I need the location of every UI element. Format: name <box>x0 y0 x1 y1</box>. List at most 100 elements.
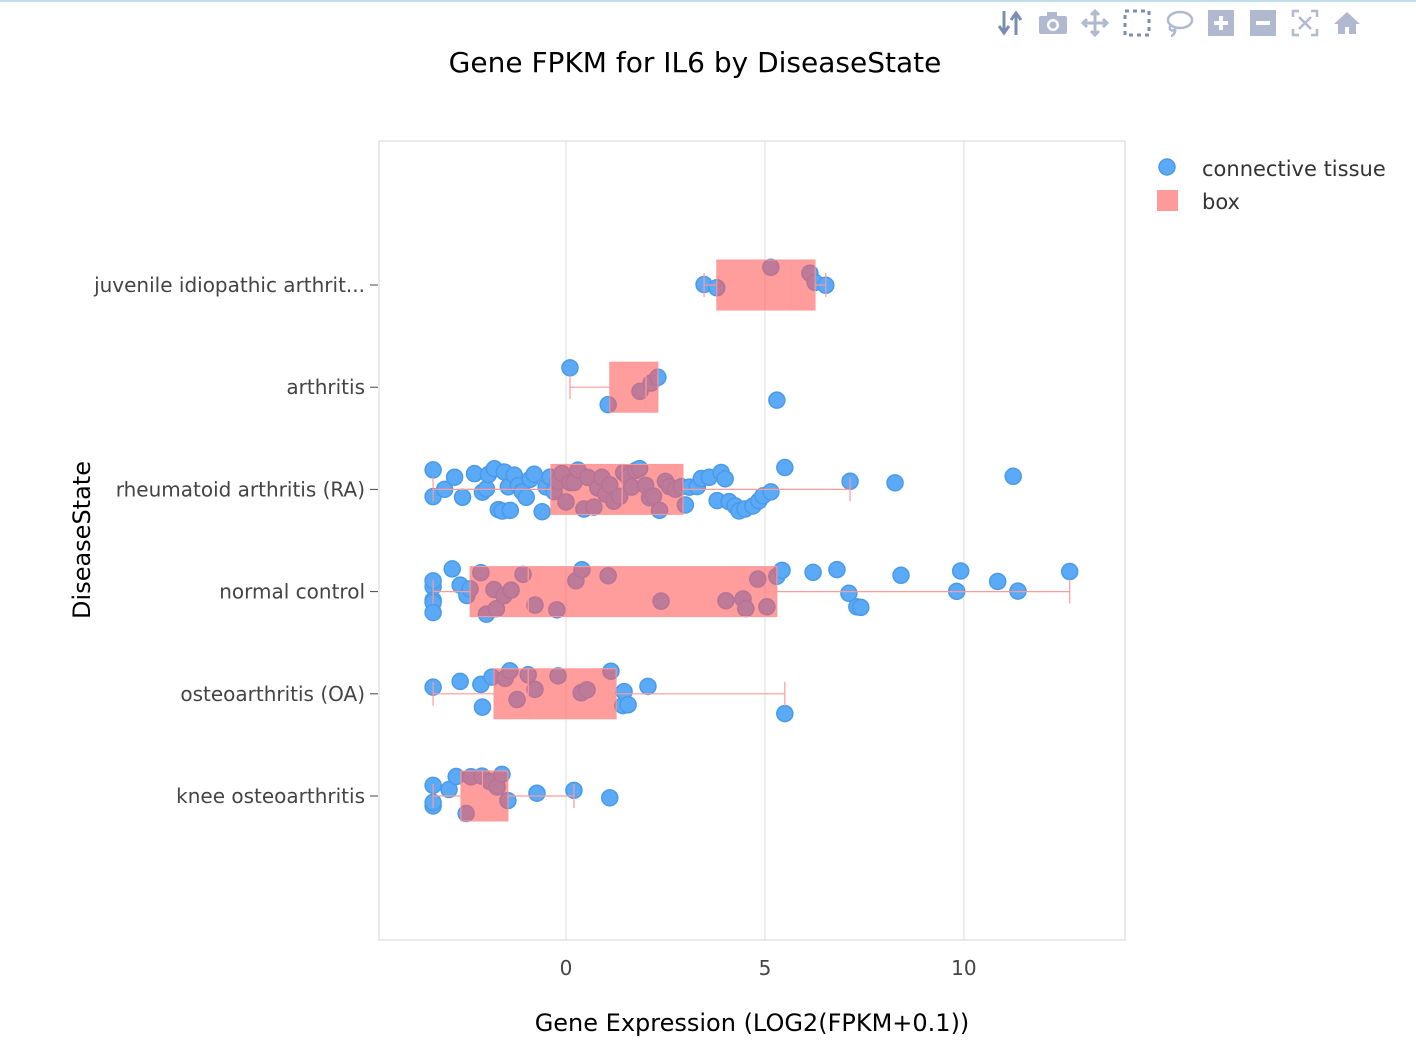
data-point <box>521 470 539 489</box>
data-point <box>528 784 546 802</box>
y-tick-label: normal control <box>219 580 365 604</box>
camera-icon <box>1039 12 1067 34</box>
data-point <box>642 374 660 392</box>
data-point <box>453 488 472 507</box>
data-point <box>720 492 738 511</box>
data-point <box>610 487 629 506</box>
data-point <box>578 681 596 699</box>
data-point <box>485 580 503 599</box>
data-point <box>841 472 859 491</box>
data-point <box>424 776 442 795</box>
box-select-button[interactable] <box>1116 6 1158 40</box>
data-point <box>762 258 780 277</box>
data-point <box>458 586 476 605</box>
zoom-in-button[interactable] <box>1200 6 1242 40</box>
data-point <box>489 500 508 519</box>
box-3 <box>432 566 1071 618</box>
data-point <box>708 491 726 510</box>
data-point <box>680 478 699 496</box>
data-point <box>561 473 579 492</box>
data-point <box>493 765 511 784</box>
data-point <box>569 461 587 479</box>
x-axis-title: Gene Expression (LOG2(FPKM+0.1)) <box>535 1009 970 1037</box>
data-point <box>717 591 735 610</box>
pan-icon <box>1081 9 1109 37</box>
data-point <box>886 474 904 492</box>
data-point <box>473 698 492 716</box>
data-point <box>424 461 442 479</box>
data-point <box>639 677 657 696</box>
zoom-out-button[interactable] <box>1242 6 1284 40</box>
lasso-icon <box>1166 10 1194 37</box>
zoom-out-icon <box>1250 10 1276 36</box>
data-point <box>828 560 846 579</box>
data-point <box>549 472 567 491</box>
data-point <box>730 502 748 520</box>
data-point <box>1004 467 1022 486</box>
data-point <box>424 487 442 506</box>
y-tick-label: osteoarthritis (OA) <box>180 682 365 706</box>
data-point <box>593 468 611 487</box>
data-point <box>806 273 824 292</box>
data-point <box>672 477 691 496</box>
legend-label-connective-tissue: connective tissue <box>1202 157 1386 181</box>
data-point <box>573 560 591 579</box>
data-point <box>526 596 544 614</box>
data-point <box>457 804 475 823</box>
data-point <box>626 461 645 480</box>
data-point <box>496 669 514 688</box>
data-point <box>744 497 762 515</box>
data-point <box>472 563 490 582</box>
data-point <box>650 501 669 520</box>
data-point <box>505 466 524 484</box>
data-point <box>485 459 504 478</box>
data-point <box>514 565 532 584</box>
data-point <box>567 572 585 590</box>
data-point <box>947 582 966 601</box>
data-point <box>688 477 707 496</box>
data-point <box>1060 562 1079 581</box>
data-point <box>447 767 465 786</box>
data-point <box>579 468 597 487</box>
data-point <box>443 560 461 578</box>
legend-marker-circle <box>1158 158 1176 176</box>
box-iqr <box>460 770 509 822</box>
lasso-select-button[interactable] <box>1158 6 1200 40</box>
boxes <box>432 259 1071 822</box>
plot-frame <box>378 140 1126 941</box>
box-select-icon <box>1123 9 1151 37</box>
data-point <box>526 680 544 699</box>
data-point <box>495 586 513 605</box>
data-point <box>892 566 910 585</box>
data-point <box>640 488 659 507</box>
data-point <box>509 476 528 495</box>
data-point <box>749 570 767 588</box>
data-point <box>499 478 518 496</box>
data-point <box>649 368 667 387</box>
data-point <box>708 279 726 297</box>
data-point <box>773 561 791 580</box>
download-plot-button[interactable] <box>1032 6 1074 40</box>
autoscale-button[interactable] <box>1284 6 1326 40</box>
data-point <box>695 275 713 294</box>
data-point <box>636 476 655 495</box>
data-point <box>533 502 551 521</box>
box-iqr <box>469 566 778 618</box>
reset-axes-button[interactable] <box>1326 6 1368 40</box>
data-point <box>660 477 679 496</box>
pan-button[interactable] <box>1074 6 1116 40</box>
data-point <box>734 590 752 608</box>
data-point <box>614 696 632 715</box>
data-point <box>801 264 819 282</box>
toggle-spike-lines-button[interactable] <box>990 6 1032 40</box>
data-point <box>676 496 695 514</box>
data-point <box>473 483 492 501</box>
x-axis-ticks: 0 5 10 <box>560 956 977 980</box>
data-point <box>614 463 633 482</box>
data-point <box>499 791 517 810</box>
data-point <box>619 696 637 714</box>
data-point <box>424 593 442 612</box>
y-tick-label: rheumatoid arthritis (RA) <box>116 477 365 501</box>
data-point <box>840 584 858 603</box>
data-point <box>852 598 870 617</box>
